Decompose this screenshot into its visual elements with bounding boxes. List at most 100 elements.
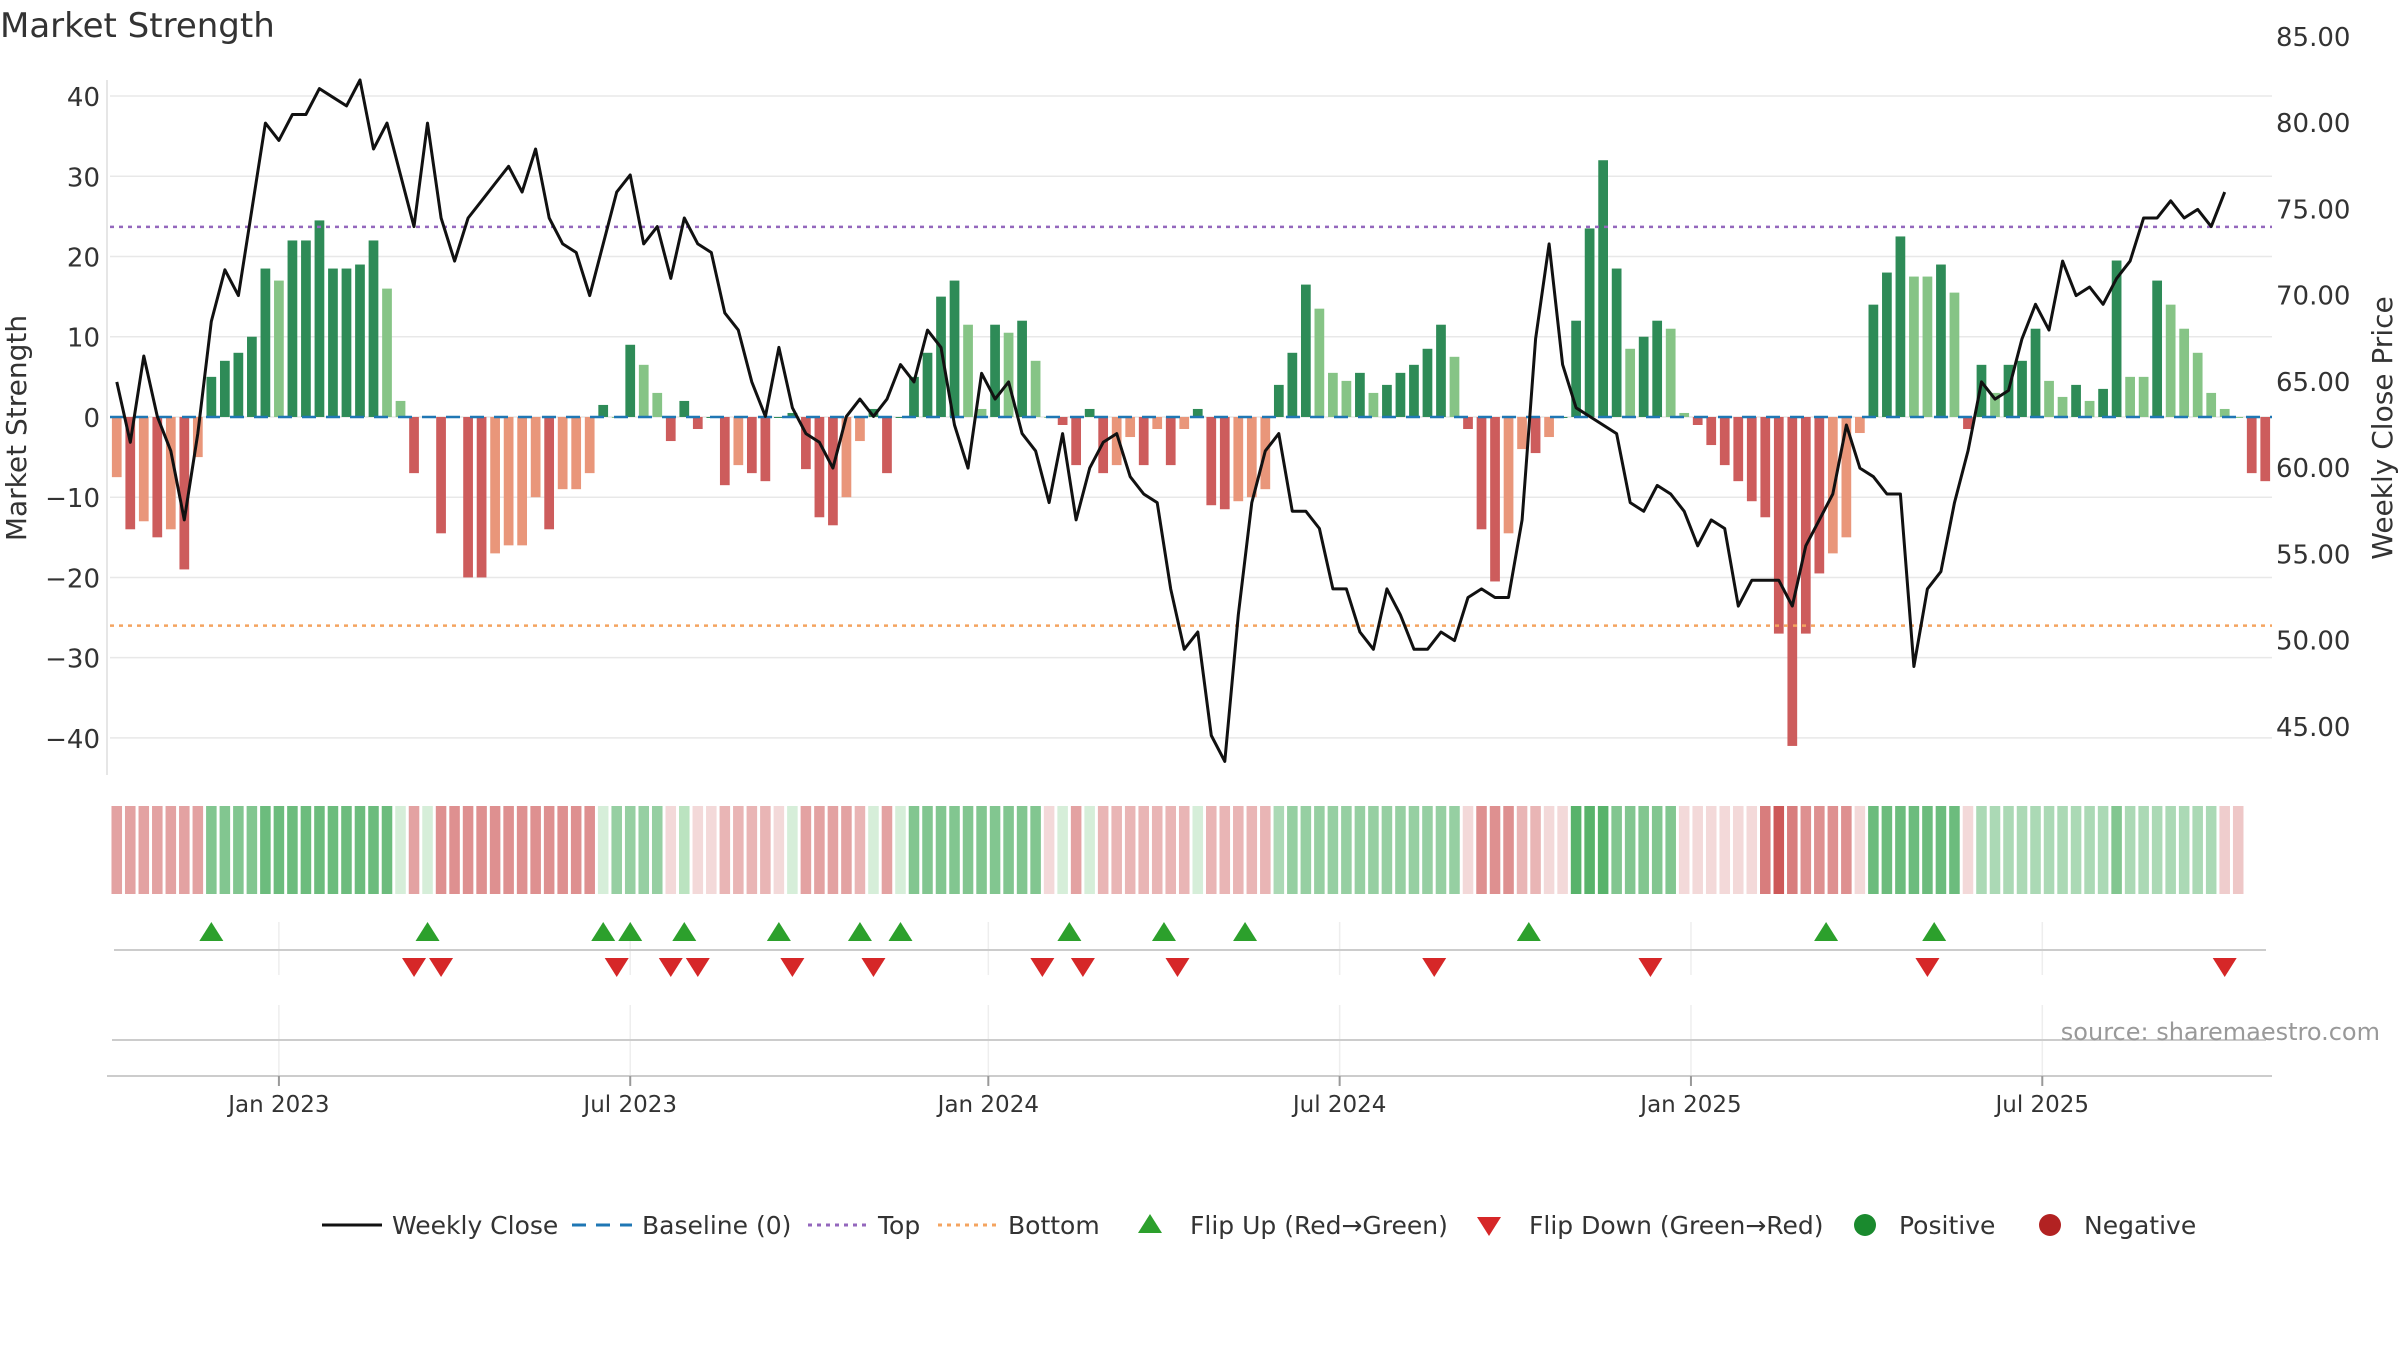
x-tick-label: Jan 2024	[936, 1092, 1039, 1118]
strength-bar	[855, 416, 865, 442]
strip-cell	[935, 806, 947, 894]
flip-down-marker	[1165, 958, 1190, 977]
legend-label: Weekly Close	[392, 1211, 558, 1240]
strength-bar	[287, 240, 298, 417]
strip-cell	[570, 806, 582, 894]
strip-cell	[1543, 806, 1555, 894]
legend-label: Positive	[1899, 1211, 1995, 1240]
strength-bar	[1273, 384, 1284, 417]
strength-bar	[1300, 284, 1311, 417]
strength-bar	[544, 416, 555, 530]
strength-bar	[1584, 228, 1595, 417]
strip-cell	[1935, 806, 1947, 894]
strength-bar	[260, 268, 271, 417]
strength-bar	[665, 416, 676, 442]
flip-up-marker	[888, 922, 913, 941]
flip-down-marker	[861, 958, 886, 977]
strength-bar	[2246, 416, 2257, 474]
strength-bar	[895, 416, 906, 418]
strip-cell	[1341, 806, 1352, 894]
x-tick-label: Jul 2025	[1993, 1092, 2089, 1118]
strip-cell	[1219, 806, 1231, 894]
strength-bar	[382, 288, 392, 417]
legend-label: Top	[877, 1211, 920, 1240]
strength-bar	[1192, 408, 1203, 417]
strength-bar	[1746, 416, 1757, 502]
flip-down-marker	[780, 958, 805, 977]
legend-label: Bottom	[1008, 1211, 1100, 1240]
legend-label: Baseline (0)	[642, 1211, 791, 1240]
strength-bar	[409, 416, 419, 474]
strength-bar	[828, 416, 838, 526]
flip-up-marker	[199, 922, 224, 941]
flip-down-marker	[1638, 958, 1663, 977]
strip-cell	[1287, 806, 1298, 894]
strength-bar	[368, 240, 379, 417]
chart-title: Market Strength	[0, 6, 275, 46]
strip-cell	[1449, 806, 1460, 894]
strength-bar	[1057, 416, 1068, 425]
strength-bar	[1760, 416, 1771, 518]
strength-bar	[990, 324, 1000, 417]
strip-cell	[760, 806, 771, 894]
strip-cell	[476, 806, 487, 894]
legend-label: Flip Up (Red→Green)	[1190, 1211, 1448, 1240]
strip-cell	[1651, 806, 1663, 894]
strength-bar	[2111, 260, 2122, 417]
strip-cell	[179, 806, 190, 894]
strength-bar	[638, 364, 649, 417]
strength-bar	[355, 264, 365, 417]
strength-bar	[1990, 392, 2000, 417]
strength-bar	[1368, 392, 1379, 417]
strip-cell	[273, 806, 285, 894]
strip-cell	[233, 806, 244, 894]
strip-cell	[814, 806, 825, 894]
strip-cell	[2178, 806, 2190, 894]
flip-up-marker	[1151, 922, 1176, 941]
strip-cell	[1233, 806, 1244, 894]
strip-cell	[1949, 806, 1960, 894]
strip-cell	[611, 806, 622, 894]
strip-cell	[584, 806, 595, 894]
strength-bar	[774, 416, 784, 418]
flip-down-marker	[2212, 958, 2237, 977]
strength-bar	[165, 416, 176, 530]
strip-cell	[2205, 806, 2217, 894]
legend-triangle-up-icon	[1138, 1214, 1162, 1233]
strip-cell	[1638, 806, 1649, 894]
strip-cell	[800, 806, 812, 894]
strip-cell	[854, 806, 866, 894]
strength-bar	[814, 416, 825, 518]
y2-tick-label: 45.00	[2276, 713, 2350, 743]
strength-bar	[1490, 416, 1500, 582]
strength-bar	[760, 416, 771, 482]
strip-cell	[2138, 806, 2149, 894]
flip-down-marker	[402, 958, 427, 977]
strip-cell	[719, 806, 731, 894]
strength-bar	[1503, 416, 1514, 534]
strip-cell	[1976, 806, 1987, 894]
strip-cell	[260, 806, 271, 894]
strength-bar	[1030, 360, 1041, 417]
legend-circle-icon	[2039, 1214, 2061, 1236]
strip-cell	[895, 806, 906, 894]
strip-cell	[489, 806, 501, 894]
y-tick-label: 0	[83, 404, 100, 434]
flip-down-marker	[658, 958, 683, 977]
strip-cell	[1260, 806, 1271, 894]
strength-bar	[1355, 372, 1365, 417]
strip-cell	[1800, 806, 1812, 894]
flip-down-marker	[429, 958, 454, 977]
strip-cell	[597, 806, 609, 894]
strip-cell	[2030, 806, 2041, 894]
flip-down-marker	[1422, 958, 1447, 977]
strip-cell	[1030, 806, 1041, 894]
strength-bar	[1827, 416, 1838, 554]
strip-cell	[841, 806, 852, 894]
strip-cell	[1084, 806, 1095, 894]
strength-bar	[1814, 416, 1825, 574]
strength-bar	[652, 392, 663, 417]
flip-down-marker	[1030, 958, 1055, 977]
strip-cell	[2070, 806, 2082, 894]
lower-panel	[107, 1005, 2272, 1077]
